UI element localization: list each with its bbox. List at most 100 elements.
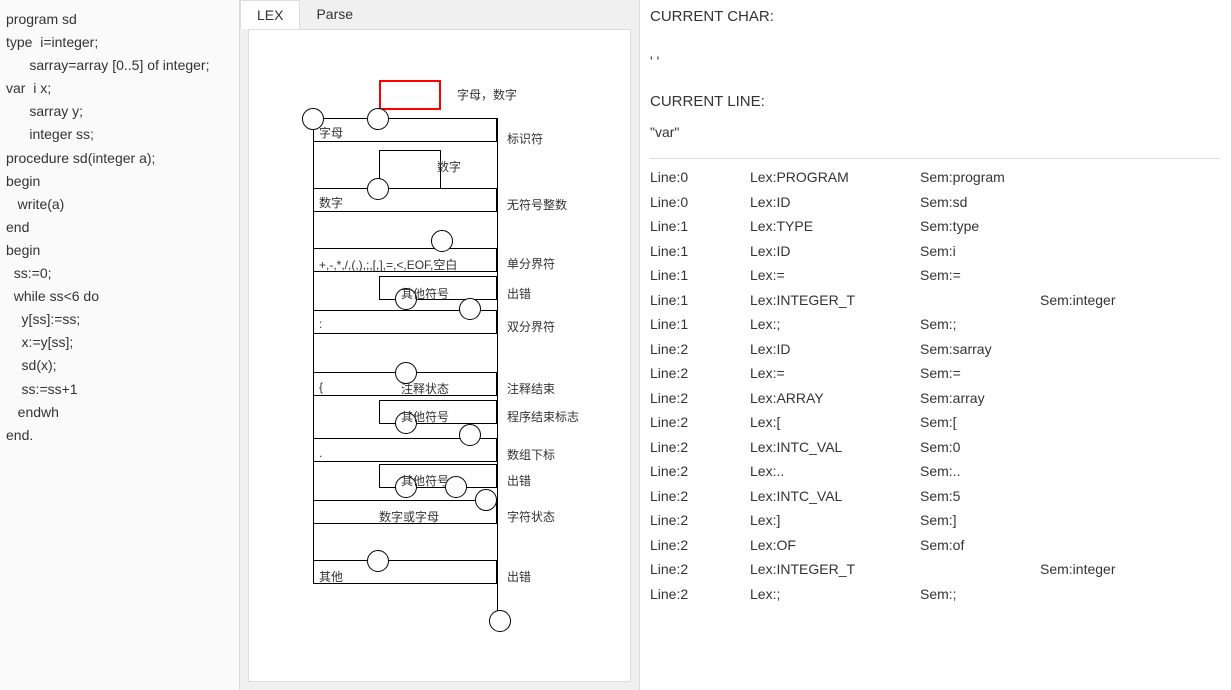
token-line: Line:2 — [650, 582, 750, 607]
diagram-label: 出错 — [507, 472, 531, 489]
state-diagram: 字母，数字字母标识符数字数字无符号整数+,-,*,/,(,),;,[,],=,<… — [248, 29, 631, 682]
token-sem: Sem:= — [920, 263, 1221, 288]
token-line: Line:2 — [650, 484, 750, 509]
token-sem: Sem:of — [920, 533, 1221, 558]
current-line-value: "var" — [650, 124, 1221, 140]
diagram-state-circle — [367, 550, 389, 572]
diagram-label: 出错 — [507, 285, 531, 302]
middle-panel: LEX Parse 字母，数字字母标识符数字数字无符号整数+,-,*,/,(,)… — [240, 0, 640, 690]
token-line: Line:2 — [650, 361, 750, 386]
token-line: Line:2 — [650, 508, 750, 533]
token-lex: Lex:ARRAY — [750, 386, 920, 411]
tab-lex[interactable]: LEX — [240, 0, 300, 29]
token-line: Line:1 — [650, 312, 750, 337]
token-sem: Sem:sd — [920, 190, 1221, 215]
token-sem: Sem:[ — [920, 410, 1221, 435]
token-sem: Sem:; — [920, 582, 1221, 607]
token-row: Line:1Lex:;Sem:; — [650, 312, 1221, 337]
token-sem: Sem:array — [920, 386, 1221, 411]
diagram-label: +,-,*,/,(,),;,[,],=,<,EOF,空白 — [319, 256, 457, 273]
diagram-state-circle — [367, 178, 389, 200]
current-line-label: CURRENT LINE: — [650, 93, 1221, 110]
diagram-label: 程序结束标志 — [507, 408, 579, 425]
token-row: Line:2Lex:INTC_VALSem:5 — [650, 484, 1221, 509]
token-lex: Lex:PROGRAM — [750, 165, 920, 190]
token-lex: Lex:; — [750, 582, 920, 607]
token-row: Line:2Lex:INTEGER_TSem:integer — [650, 557, 1221, 582]
token-line: Line:2 — [650, 459, 750, 484]
token-row: Line:1Lex:TYPESem:type — [650, 214, 1221, 239]
token-sem: Sem:i — [920, 239, 1221, 264]
token-sem: Sem:0 — [920, 435, 1221, 460]
token-lex: Lex:= — [750, 361, 920, 386]
token-lex: Lex:INTC_VAL — [750, 484, 920, 509]
token-row: Line:2Lex:ARRAYSem:array — [650, 386, 1221, 411]
token-sem: Sem:integer — [920, 557, 1221, 582]
current-char-label: CURRENT CHAR: — [650, 8, 1221, 25]
diagram-highlight-box — [379, 80, 441, 110]
token-sem: Sem:5 — [920, 484, 1221, 509]
diagram-box — [379, 150, 441, 190]
token-sem: Sem:] — [920, 508, 1221, 533]
token-line: Line:2 — [650, 435, 750, 460]
token-sem: Sem:type — [920, 214, 1221, 239]
diagram-label: 数字或字母 — [379, 508, 439, 525]
diagram-state-circle — [367, 108, 389, 130]
token-line: Line:2 — [650, 410, 750, 435]
token-sem: Sem:= — [920, 361, 1221, 386]
diagram-label: . — [319, 446, 322, 460]
token-line: Line:1 — [650, 263, 750, 288]
token-line: Line:2 — [650, 533, 750, 558]
token-lex: Lex:ID — [750, 337, 920, 362]
diagram-state-circle — [459, 298, 481, 320]
token-row: Line:1Lex:IDSem:i — [650, 239, 1221, 264]
diagram-label: { — [319, 380, 323, 394]
token-lex: Lex:; — [750, 312, 920, 337]
token-row: Line:1Lex:=Sem:= — [650, 263, 1221, 288]
token-row: Line:2Lex:INTC_VALSem:0 — [650, 435, 1221, 460]
token-sem: Sem:program — [920, 165, 1221, 190]
token-lex: Lex:] — [750, 508, 920, 533]
token-list: Line:0Lex:PROGRAMSem:programLine:0Lex:ID… — [650, 158, 1221, 606]
output-panel: CURRENT CHAR: ' ' CURRENT LINE: "var" Li… — [640, 0, 1231, 690]
diagram-label: 其他符号 — [401, 285, 449, 302]
token-lex: Lex:OF — [750, 533, 920, 558]
token-sem: Sem:; — [920, 312, 1221, 337]
diagram-state-circle — [459, 424, 481, 446]
diagram-label: 其他 — [319, 568, 343, 585]
diagram-line — [497, 118, 498, 624]
token-line: Line:2 — [650, 557, 750, 582]
token-sem: Sem:sarray — [920, 337, 1221, 362]
token-lex: Lex:ID — [750, 190, 920, 215]
diagram-label: 注释状态 — [401, 380, 449, 397]
token-row: Line:2Lex:[Sem:[ — [650, 410, 1221, 435]
token-row: Line:2Lex:]Sem:] — [650, 508, 1221, 533]
token-row: Line:2Lex:OFSem:of — [650, 533, 1221, 558]
diagram-label: 数组下标 — [507, 446, 555, 463]
diagram-label: 双分界符 — [507, 318, 555, 335]
diagram-label: 数字 — [437, 158, 461, 175]
diagram-state-circle — [475, 489, 497, 511]
token-row: Line:2Lex:IDSem:sarray — [650, 337, 1221, 362]
token-lex: Lex:INTEGER_T — [750, 557, 920, 582]
diagram-label: 其他符号 — [401, 472, 449, 489]
token-line: Line:0 — [650, 190, 750, 215]
token-line: Line:1 — [650, 288, 750, 313]
token-line: Line:2 — [650, 386, 750, 411]
token-lex: Lex:.. — [750, 459, 920, 484]
diagram-label: 单分界符 — [507, 255, 555, 272]
token-line: Line:1 — [650, 214, 750, 239]
diagram-label: 注释结束 — [507, 380, 555, 397]
token-lex: Lex:[ — [750, 410, 920, 435]
diagram-label: 无符号整数 — [507, 196, 567, 213]
token-row: Line:2Lex:;Sem:; — [650, 582, 1221, 607]
diagram-label: 数字 — [319, 194, 343, 211]
token-line: Line:1 — [650, 239, 750, 264]
token-line: Line:0 — [650, 165, 750, 190]
diagram-label: 其他符号 — [401, 408, 449, 425]
token-lex: Lex:ID — [750, 239, 920, 264]
token-row: Line:2Lex:=Sem:= — [650, 361, 1221, 386]
tab-parse[interactable]: Parse — [300, 0, 369, 29]
token-row: Line:2Lex:..Sem:.. — [650, 459, 1221, 484]
tab-bar: LEX Parse — [240, 0, 639, 29]
